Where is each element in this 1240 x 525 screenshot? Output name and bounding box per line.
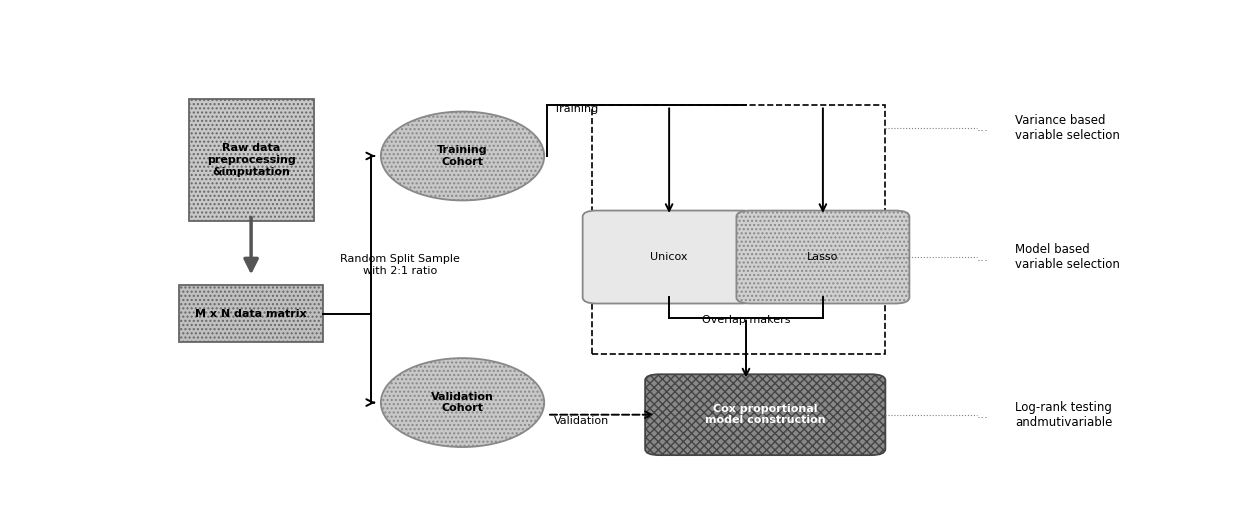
Text: M x N data matrix: M x N data matrix bbox=[195, 309, 308, 319]
Text: Overlap makers: Overlap makers bbox=[702, 314, 790, 324]
Text: Training
Cohort: Training Cohort bbox=[438, 145, 487, 167]
FancyBboxPatch shape bbox=[583, 211, 755, 303]
Text: ...: ... bbox=[977, 250, 988, 264]
Text: Variance based
variable selection: Variance based variable selection bbox=[1016, 114, 1120, 142]
Text: ...: ... bbox=[977, 121, 988, 134]
FancyBboxPatch shape bbox=[645, 374, 885, 455]
Text: Log-rank testing
andmutivariable: Log-rank testing andmutivariable bbox=[1016, 401, 1112, 429]
Text: Training: Training bbox=[554, 104, 598, 114]
Ellipse shape bbox=[381, 111, 544, 201]
Text: Lasso: Lasso bbox=[807, 252, 838, 262]
Text: Cox proportional
model construction: Cox proportional model construction bbox=[704, 404, 826, 425]
FancyBboxPatch shape bbox=[188, 99, 314, 220]
Text: Raw data
preprocessing
&imputation: Raw data preprocessing &imputation bbox=[207, 143, 295, 176]
Text: Validation: Validation bbox=[554, 416, 609, 426]
Ellipse shape bbox=[381, 358, 544, 447]
Text: Random Split Sample
with 2:1 ratio: Random Split Sample with 2:1 ratio bbox=[340, 254, 460, 276]
Text: Unicox: Unicox bbox=[651, 252, 688, 262]
Text: Validation
Cohort: Validation Cohort bbox=[432, 392, 494, 413]
FancyBboxPatch shape bbox=[179, 286, 324, 342]
FancyBboxPatch shape bbox=[737, 211, 909, 303]
Text: Model based
variable selection: Model based variable selection bbox=[1016, 243, 1120, 271]
Text: ...: ... bbox=[977, 408, 988, 421]
